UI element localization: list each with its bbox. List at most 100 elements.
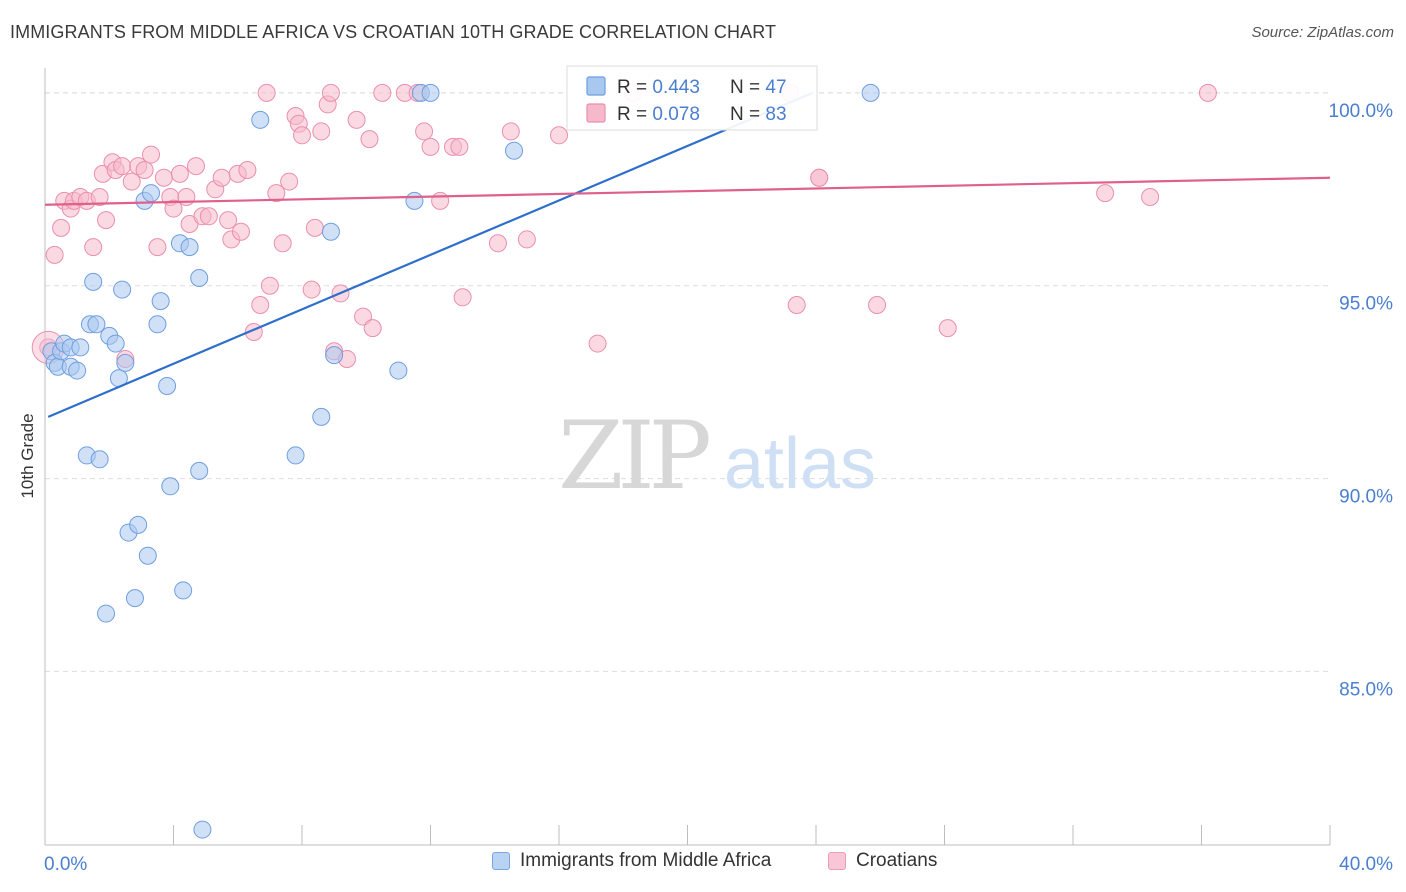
croatians-point xyxy=(787,296,806,314)
chart-title: IMMIGRANTS FROM MIDDLE AFRICA VS CROATIA… xyxy=(10,22,777,42)
croatians-point xyxy=(273,234,292,253)
stats-legend: R = 0.443 N = 47 R = 0.078 N = 83 xyxy=(566,65,818,131)
middle-africa-point xyxy=(129,515,148,534)
croatians-point xyxy=(219,211,238,230)
stats-swatch xyxy=(586,76,606,96)
middle-africa-point xyxy=(161,477,180,496)
stats-legend-box xyxy=(566,65,818,131)
croatians-point xyxy=(517,230,536,249)
legend-item-croatians[interactable]: Croatians xyxy=(828,850,937,872)
n-value: 83 xyxy=(765,104,786,125)
croatians-point xyxy=(84,238,103,257)
croatians-point xyxy=(113,157,132,176)
legend-swatch-blue xyxy=(492,852,510,870)
croatians-point xyxy=(347,110,366,129)
croatians-point xyxy=(199,207,218,226)
croatians-point xyxy=(154,168,173,187)
y-tick-label: 85.0% xyxy=(1339,679,1393,700)
watermark-zip: ZIP xyxy=(558,402,708,511)
legend-item-middle-africa[interactable]: Immigrants from Middle Africa xyxy=(492,850,771,872)
middle-africa-point xyxy=(151,292,170,311)
croatians-point xyxy=(170,164,189,183)
middle-africa-point xyxy=(190,461,209,480)
croatians-point xyxy=(588,334,607,353)
croatians-point xyxy=(373,83,392,102)
middle-africa-trendline xyxy=(47,91,814,418)
stats-row: R = 0.078 xyxy=(617,104,700,125)
n-value: 47 xyxy=(765,77,786,98)
legend-label-middle-africa: Immigrants from Middle Africa xyxy=(520,850,772,871)
x-tick-label: 40.0% xyxy=(1339,854,1393,875)
n-label: N = xyxy=(730,104,765,125)
legend-swatch-pink xyxy=(828,852,846,870)
middle-africa-point xyxy=(405,191,424,210)
stats-row: R = 0.443 xyxy=(617,77,700,98)
croatians-point xyxy=(90,188,109,206)
r-label: R = xyxy=(617,104,652,125)
croatians-point xyxy=(186,157,205,176)
axis-layer: 85.0% 90.0% 95.0% 100.0% 0.0% 40.0% xyxy=(44,68,1393,875)
croatians-point xyxy=(212,168,231,187)
croatians-point xyxy=(52,218,71,237)
croatians-point xyxy=(488,234,507,253)
middle-africa-point xyxy=(90,450,109,469)
y-tick-label: 90.0% xyxy=(1339,487,1393,508)
croatians-point xyxy=(810,168,829,187)
croatians-point xyxy=(431,191,450,210)
croatians-point xyxy=(231,222,250,241)
middle-africa-point xyxy=(325,346,344,365)
middle-africa-point xyxy=(174,581,193,600)
r-label: R = xyxy=(617,77,652,98)
middle-africa-point xyxy=(158,377,177,395)
croatians-point xyxy=(421,137,440,156)
croatians-point xyxy=(267,184,286,203)
middle-africa-point xyxy=(148,315,167,334)
croatians-point xyxy=(164,199,183,218)
n-label: N = xyxy=(730,77,765,98)
croatians-point xyxy=(280,172,299,191)
watermark-atlas: atlas xyxy=(724,424,876,504)
croatians-point xyxy=(142,145,161,164)
middle-africa-point xyxy=(84,272,103,291)
croatians-point xyxy=(1141,188,1160,206)
trend-layer xyxy=(44,91,1331,418)
croatians-point xyxy=(363,319,382,338)
middle-africa-point xyxy=(97,604,116,623)
middle-africa-point xyxy=(190,269,209,287)
y-tick-label: 100.0% xyxy=(1329,101,1394,122)
croatians-point xyxy=(238,161,257,179)
middle-africa-point xyxy=(286,446,305,465)
r-value: 0.078 xyxy=(652,104,700,125)
middle-africa-point xyxy=(106,334,125,353)
croatians-point xyxy=(938,319,957,338)
croatians-point xyxy=(148,238,167,257)
croatians-point xyxy=(97,211,116,230)
middle-africa-point xyxy=(421,83,440,102)
croatians-trendline xyxy=(44,176,1331,206)
croatians-point xyxy=(453,288,472,307)
middle-africa-point xyxy=(312,407,331,426)
middle-africa-point xyxy=(251,110,270,129)
y-tick-label: 95.0% xyxy=(1339,294,1393,315)
middle-africa-point xyxy=(113,280,132,299)
croatians-point xyxy=(302,280,321,299)
middle-africa-point xyxy=(389,361,408,380)
croatians-point xyxy=(45,245,64,264)
croatians-point xyxy=(312,122,331,141)
croatians-point xyxy=(868,296,887,314)
croatians-point xyxy=(122,172,141,191)
middle-africa-point xyxy=(87,315,106,334)
croatians-point xyxy=(354,307,373,326)
middle-africa-point xyxy=(116,353,135,372)
r-value: 0.443 xyxy=(652,77,700,98)
croatians-point xyxy=(415,122,434,141)
croatians-point xyxy=(135,161,154,179)
middle-africa-point xyxy=(68,361,87,380)
watermark: ZIP atlas xyxy=(558,402,876,511)
middle-africa-point xyxy=(71,338,90,357)
middle-africa-point xyxy=(193,820,212,839)
series-legend: Immigrants from Middle Africa Croatians xyxy=(0,850,1406,880)
stats-row-n: N = 47 xyxy=(730,77,787,98)
croatians-point xyxy=(257,83,276,102)
